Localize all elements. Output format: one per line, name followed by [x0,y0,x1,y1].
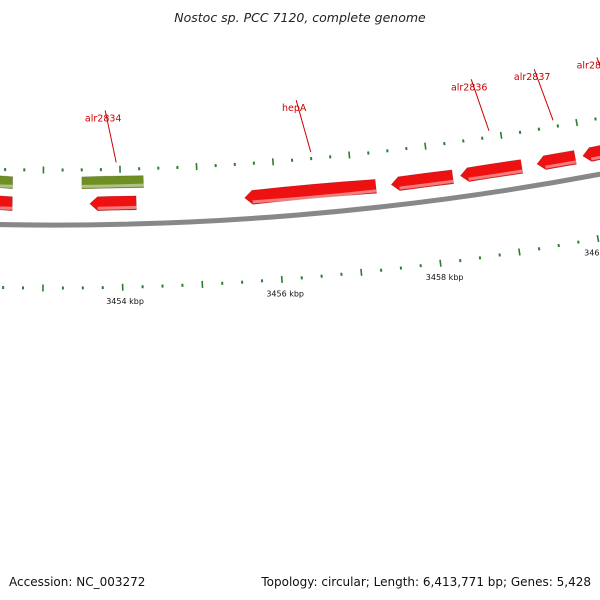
genome-title: Nostoc sp. PCC 7120, complete genome [174,10,426,25]
tick-label-3454: 3454 kbp [106,297,144,306]
inner-tick-ring [4,117,597,174]
gene-alr2837-highlight [545,160,577,169]
gene-alr2838-body [582,145,600,162]
outer-tick-ring [2,235,600,292]
gene-alr2837-body [536,150,577,170]
gene-alr2834-body [89,195,137,211]
gene-track [0,134,600,212]
outer-major-tick [360,268,363,276]
outer-minor-tick [577,240,580,244]
gene-alr2833-body [0,195,13,212]
inner-minor-tick [556,124,560,128]
leader-line-hepA [295,100,312,153]
tick-label-3456: 3456 kbp [266,289,304,298]
gene-label-alr2836[interactable]: alr2836 [451,82,488,93]
inner-major-tick [271,158,275,166]
tick-label-3458: 3458 kbp [426,273,464,282]
gene-alr2838-highlight [590,155,600,161]
accession-text: Accession: NC_003272 [9,575,145,589]
leader-line-alr2834 [104,110,117,163]
gene-label-alr2834[interactable]: alr2834 [85,113,122,124]
gene-alr2838[interactable] [582,134,600,162]
gene-label-hepA[interactable]: hepA [282,103,307,114]
gene-hepA-highlight [252,189,377,204]
outer-major-tick [596,235,600,243]
gene-alr2834[interactable] [89,195,137,211]
gene-alr2835-body [390,169,455,191]
gene-label-alr2837[interactable]: alr2837 [514,72,551,83]
gene-alr2833[interactable] [0,190,13,212]
outer-major-tick [280,275,283,283]
gene-alr2836[interactable] [459,159,524,182]
gene-rna2[interactable] [0,170,14,190]
outer-major-tick [518,248,521,256]
inner-major-tick [499,131,503,139]
gene-hepA-body [244,179,377,205]
gene-alr2833-highlight [0,206,13,210]
inner-major-tick [424,142,427,150]
inner-major-tick [348,151,351,159]
gene-alr2836-body [459,159,524,182]
gene-labels: all2842alr2840alr2839alr2838alr2837alr28… [85,57,600,163]
gene-rna1[interactable] [81,175,144,190]
gene-rna1-body [81,175,144,190]
gene-hepA[interactable] [244,179,377,205]
gene-rna2-body [0,175,14,190]
gene-alr2835[interactable] [390,169,455,191]
gene-rna2-highlight [0,184,13,188]
genome-summary-text: Topology: circular; Length: 6,413,771 bp… [260,575,591,589]
genome-backbone [0,171,600,228]
leader-line-alr2837 [533,68,554,121]
gene-alr2837[interactable] [536,150,577,170]
gene-alr2834-highlight [97,205,137,210]
gene-alr2836-highlight [468,169,523,181]
leader-line-alr2836 [470,79,490,131]
outer-minor-tick [557,243,560,248]
inner-minor-tick [537,127,541,131]
outer-major-tick [439,259,442,267]
gene-alr2835-highlight [399,179,454,190]
gene-label-alr2838[interactable]: alr2838 [577,60,600,71]
inner-major-tick [575,118,579,127]
tick-label-3460: 3460 kbp [584,248,600,257]
gene-rna1-highlight [81,183,144,188]
inner-minor-tick [594,117,597,121]
